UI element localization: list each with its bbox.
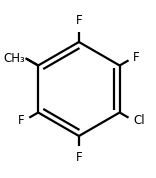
Text: F: F <box>76 14 82 27</box>
Text: F: F <box>133 51 140 64</box>
Text: F: F <box>18 114 24 127</box>
Text: Cl: Cl <box>133 114 145 127</box>
Text: CH₃: CH₃ <box>4 52 25 65</box>
Text: F: F <box>76 151 82 164</box>
